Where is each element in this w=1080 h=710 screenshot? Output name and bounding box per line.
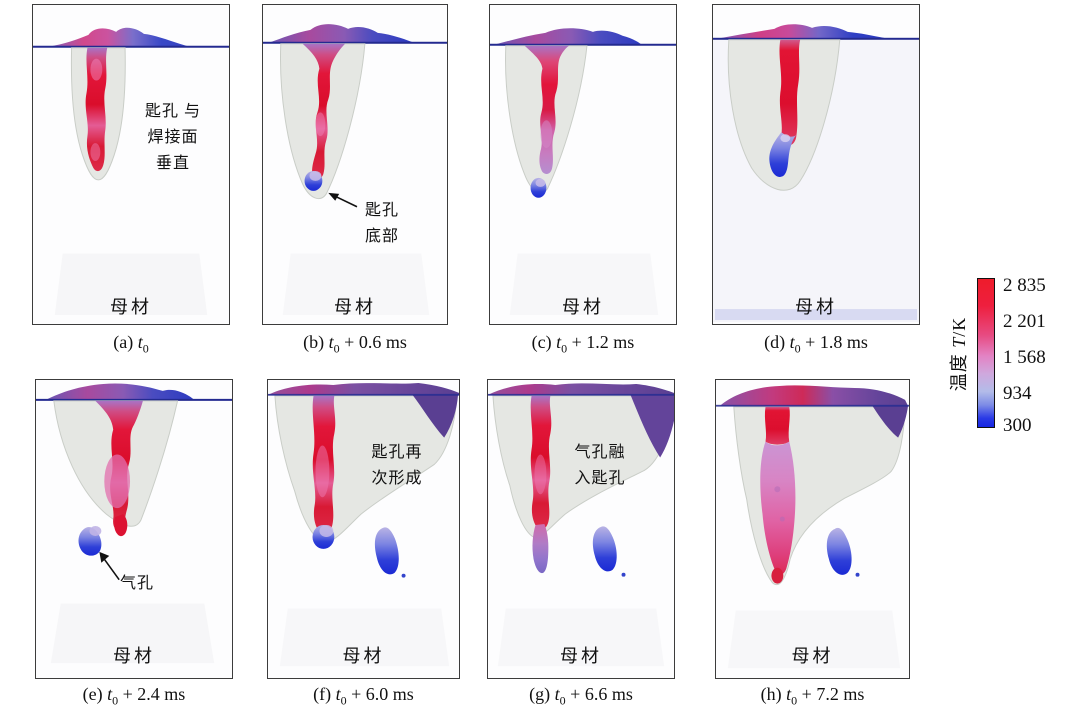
base-material-label: 母材 [791, 646, 834, 666]
time-symbol: t [556, 332, 562, 352]
panel-e: 气孔 母材 [35, 379, 233, 679]
time-symbol: t [554, 684, 560, 704]
time-subscript: 0 [333, 341, 340, 356]
panel-a-render [33, 27, 229, 316]
colorbar-tick: 1 568 [1003, 347, 1046, 368]
panel-f-render [268, 382, 459, 667]
annotation-line: 垂直 [155, 155, 190, 172]
annotation-line: 匙孔再 [371, 444, 423, 461]
caption-index: (e) [82, 684, 108, 704]
base-material-label: 母材 [113, 646, 155, 666]
caption-time-offset: + 0.6 ms [339, 332, 407, 352]
time-subscript: 0 [142, 341, 149, 356]
panel-c-render [490, 28, 676, 316]
colorbar-title-text: 温度 [949, 347, 969, 392]
base-material-label: 母材 [795, 297, 837, 317]
annotation-line: 气孔 [119, 575, 154, 592]
colorbar-tick: 300 [1003, 415, 1032, 436]
annotation-line: 底部 [364, 228, 399, 245]
caption-panel-d: (d) t0 + 1.8 ms [692, 332, 940, 356]
caption-panel-b: (b) t0 + 0.6 ms [242, 332, 468, 356]
panel-c: 母材 [489, 4, 677, 325]
annotation-line: 匙孔 与 [144, 103, 201, 120]
colorbar-tick: 2 835 [1003, 275, 1046, 296]
caption-time-offset: + 1.2 ms [567, 332, 635, 352]
base-material-label: 母材 [560, 646, 602, 666]
time-symbol: t [789, 332, 795, 352]
panel-g: 气孔融 入匙孔 母材 [487, 379, 675, 679]
panel-b-render [263, 24, 447, 316]
panel-h-render [716, 385, 909, 669]
panel-d: 母材 [712, 4, 920, 325]
time-symbol: t [328, 332, 334, 352]
annotation-pore: 气孔 [106, 571, 168, 597]
annotation-line: 次形成 [371, 470, 423, 487]
time-subscript: 0 [559, 693, 566, 708]
annotation-keyhole-reforms: 匙孔再 次形成 [356, 440, 438, 492]
caption-panel-f: (f) t0 + 6.0 ms [247, 684, 480, 708]
time-subscript: 0 [340, 693, 347, 708]
caption-index: (f) [313, 684, 336, 704]
caption-index: (g) [529, 684, 555, 704]
time-subscript: 0 [112, 693, 119, 708]
annotation-line: 焊接面 [147, 129, 199, 146]
caption-index: (d) [764, 332, 790, 352]
time-symbol: t [107, 684, 113, 704]
panel-d-render [713, 24, 919, 323]
caption-index: (b) [303, 332, 329, 352]
time-symbol: t [786, 684, 792, 704]
panel-e-render [36, 383, 232, 664]
time-symbol: t [335, 684, 341, 704]
base-material-label: 母材 [110, 297, 152, 317]
caption-panel-a: (a) t0 [12, 332, 250, 356]
colorbar-title-unit: /K [949, 316, 969, 337]
caption-panel-g: (g) t0 + 6.6 ms [467, 684, 695, 708]
caption-time-offset: + 6.0 ms [346, 684, 414, 704]
annotation-line: 气孔融 [574, 444, 626, 461]
annotation-line: 入匙孔 [574, 470, 626, 487]
caption-time-offset: + 1.8 ms [800, 332, 868, 352]
time-subscript: 0 [561, 341, 568, 356]
temperature-colorbar [977, 278, 995, 428]
panel-h: 母材 [715, 379, 910, 679]
caption-index: (a) [113, 332, 138, 352]
caption-index: (c) [531, 332, 557, 352]
base-material-label: 母材 [342, 646, 385, 666]
caption-index: (h) [760, 684, 787, 704]
caption-time-offset: + 2.4 ms [118, 684, 186, 704]
panel-a: 匙孔 与 焊接面 垂直 母材 [32, 4, 230, 325]
colorbar-tick: 2 201 [1003, 311, 1046, 332]
time-symbol: t [137, 332, 143, 352]
colorbar-title: 温度 T/K [945, 274, 971, 434]
caption-panel-c: (c) t0 + 1.2 ms [469, 332, 697, 356]
panel-b: 匙孔 底部 母材 [262, 4, 448, 325]
caption-panel-e: (e) t0 + 2.4 ms [15, 684, 253, 708]
annotation-pore-merges: 气孔融 入匙孔 [556, 440, 644, 492]
base-material-label: 母材 [334, 297, 376, 317]
time-subscript: 0 [794, 341, 801, 356]
annotation-line: 匙孔 [364, 202, 399, 219]
colorbar-title-symbol: T [949, 336, 969, 348]
caption-panel-h: (h) t0 + 7.2 ms [695, 684, 930, 708]
annotation-keyhole-perpendicular: 匙孔 与 焊接面 垂直 [133, 99, 213, 177]
annotation-keyhole-bottom: 匙孔 底部 [355, 198, 409, 250]
colorbar-tick: 934 [1003, 383, 1032, 404]
caption-time-offset: + 6.6 ms [565, 684, 633, 704]
caption-time-offset: + 7.2 ms [797, 684, 865, 704]
time-subscript: 0 [791, 693, 798, 708]
panel-g-render [488, 383, 674, 667]
panel-f: 匙孔再 次形成 母材 [267, 379, 460, 679]
base-material-label: 母材 [562, 297, 604, 317]
